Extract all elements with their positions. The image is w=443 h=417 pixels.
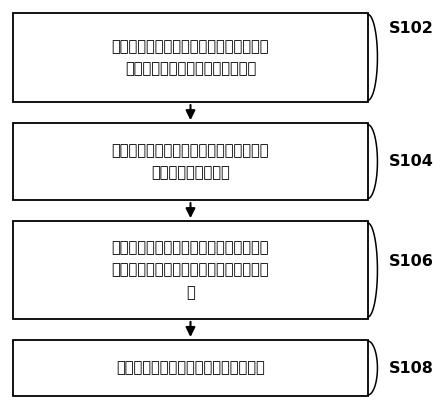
Text: S106: S106 bbox=[389, 254, 433, 269]
Text: 被干扰基站利用空间信道模型消除干扰: 被干扰基站利用空间信道模型消除干扰 bbox=[116, 361, 265, 375]
Text: S102: S102 bbox=[389, 21, 433, 35]
Bar bbox=[13, 13, 368, 102]
Text: 被干扰基站根据接收信号和原始信号，确
定干扰基站和被干扰基站间的空间信道模
型: 被干扰基站根据接收信号和原始信号，确 定干扰基站和被干扰基站间的空间信道模 型 bbox=[112, 240, 269, 300]
Text: S104: S104 bbox=[389, 154, 433, 169]
Text: 被干扰基站通过无线传播路径测量干扰基
站发送的原始信号，获得接收信号: 被干扰基站通过无线传播路径测量干扰基 站发送的原始信号，获得接收信号 bbox=[112, 39, 269, 76]
Text: S108: S108 bbox=[389, 361, 433, 375]
Text: 被干扰基站通过无损传播路径，获取干扰
基站发送的原始信号: 被干扰基站通过无损传播路径，获取干扰 基站发送的原始信号 bbox=[112, 143, 269, 180]
Bar bbox=[13, 123, 368, 200]
Bar bbox=[13, 340, 368, 396]
Bar bbox=[13, 221, 368, 319]
